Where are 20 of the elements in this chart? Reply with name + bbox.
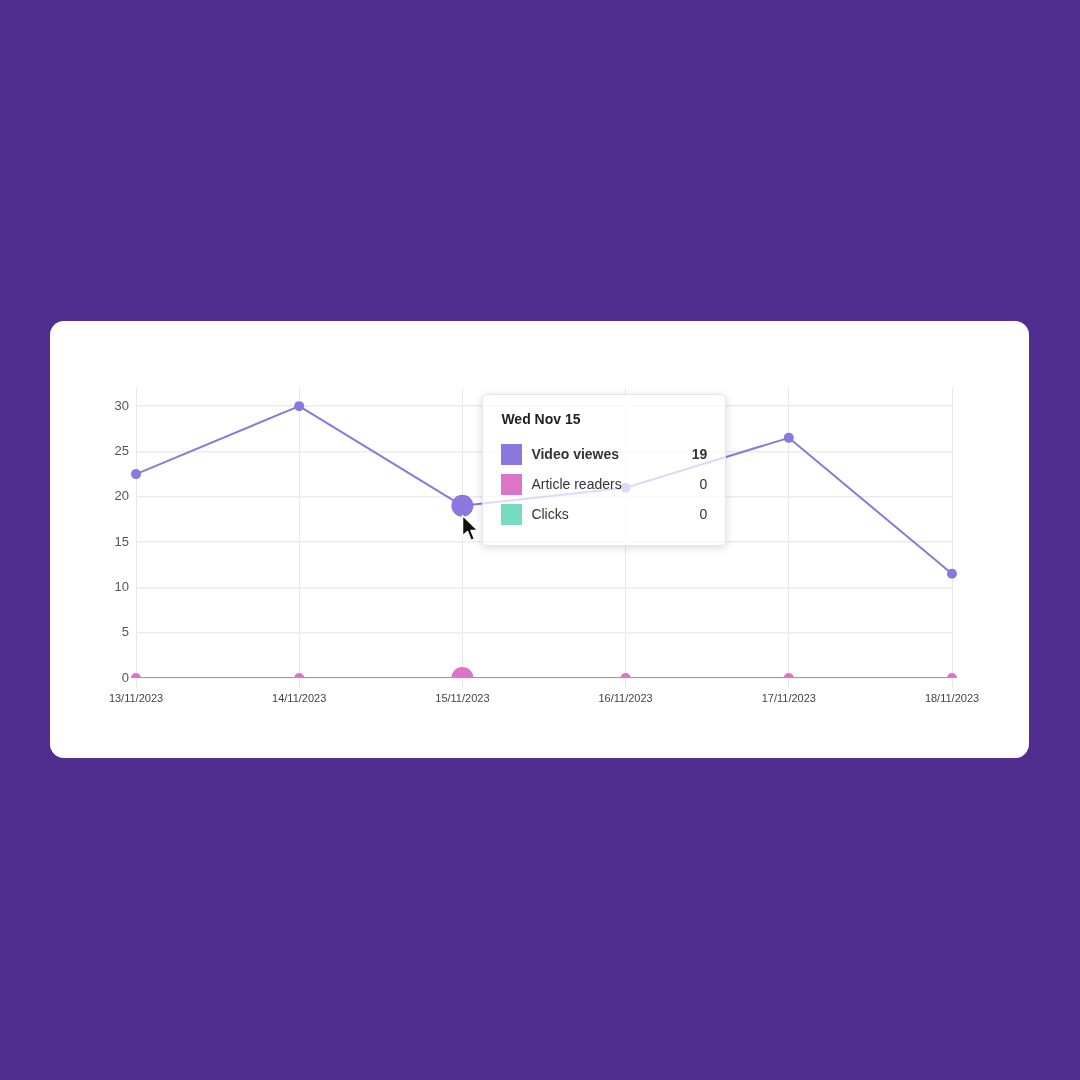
x-tick-label: 17/11/2023	[761, 691, 816, 704]
legend-title: Wed Nov 15	[501, 410, 582, 429]
x-tick-label: 15/11/2023	[435, 691, 490, 704]
x-tick-label: 16/11/2023	[598, 691, 653, 704]
legend-label: Clicks	[531, 506, 570, 522]
x-tick-label: 18/11/2023	[924, 691, 980, 704]
y-tick-label: 20	[114, 488, 129, 504]
annotation: 19	[691, 446, 708, 462]
y-tick-label: 15	[114, 533, 129, 549]
annotation: 0	[699, 476, 708, 492]
legend-label: Article readers	[531, 476, 623, 492]
x-tick-label: 13/11/2023	[108, 691, 164, 704]
annotation: 0	[699, 506, 708, 522]
legend-label: Video viewes	[531, 446, 621, 462]
y-tick-label: 25	[114, 443, 129, 459]
y-tick-label: 5	[121, 624, 129, 640]
y-tick-label: 10	[114, 578, 129, 594]
x-tick-label: 14/11/2023	[272, 691, 327, 704]
y-tick-label: 0	[121, 669, 129, 685]
y-tick-label: 30	[114, 397, 129, 413]
